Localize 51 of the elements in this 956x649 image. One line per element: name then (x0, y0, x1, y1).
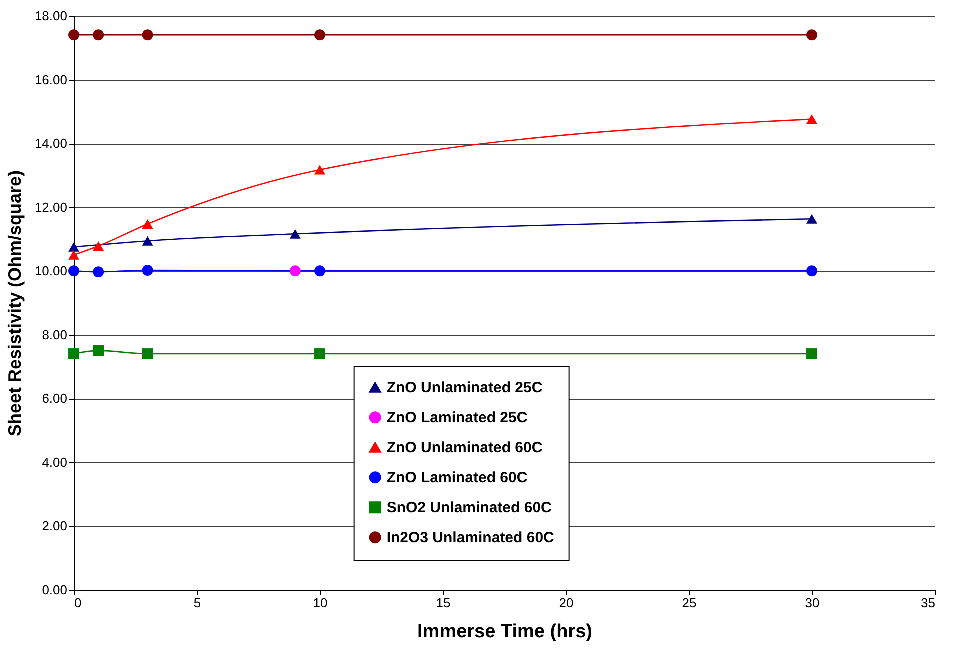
point (93, 345, 104, 356)
y-axis-title: Sheet Resistivity (Ohm/square) (4, 170, 25, 437)
x-tick-label: 5 (194, 596, 202, 610)
point (290, 229, 301, 239)
point (806, 114, 818, 124)
legend-label: ZnO Unlaminated 25C (386, 380, 543, 397)
point (68, 250, 80, 260)
y-tick-label: 12.00 (34, 200, 68, 215)
point (68, 30, 80, 41)
point (68, 348, 80, 360)
point (290, 266, 301, 277)
point (314, 30, 326, 41)
point (142, 348, 154, 360)
y-tick-label: 6.00 (42, 391, 68, 406)
legend-label: SnO2 Unlaminated 60C (386, 500, 552, 517)
point (93, 30, 104, 41)
point (142, 265, 154, 276)
point (806, 348, 818, 360)
legend-label: ZnO Laminated 25C (386, 410, 528, 427)
x-tick-label: 20 (559, 596, 574, 610)
y-tick-label: 8.00 (42, 327, 68, 342)
x-tick-label: 10 (313, 596, 328, 610)
y-tick-label: 18.00 (34, 8, 68, 24)
point (314, 165, 326, 175)
y-tick-label: 0.00 (42, 582, 68, 598)
y-tick-label: 14.00 (34, 136, 68, 152)
point (806, 30, 818, 41)
point (68, 242, 80, 252)
point (93, 266, 104, 278)
legend-label: In2O3 Unlaminated 60C (386, 530, 555, 547)
x-axis-title: Immerse Time (hrs) (418, 622, 592, 642)
point (314, 348, 326, 360)
point (142, 236, 154, 246)
y-tick-label: 4.00 (42, 454, 68, 470)
x-tick-label: 35 (921, 596, 936, 610)
legend-label: ZnO Unlaminated 60C (386, 440, 543, 457)
point (68, 266, 80, 277)
legend-label: ZnO Laminated 60C (386, 470, 528, 487)
point (93, 241, 104, 251)
y-tick-label: 10.00 (34, 264, 68, 279)
point (142, 219, 154, 229)
point (142, 30, 154, 41)
x-tick-label: 25 (682, 596, 697, 610)
x-tick-label: 0 (74, 596, 82, 610)
y-tick-label: 16.00 (34, 72, 68, 88)
point (806, 214, 818, 224)
x-tick-label: 15 (436, 596, 451, 610)
x-tick-label: 30 (805, 596, 820, 610)
point (314, 266, 326, 277)
y-tick-label: 2.00 (42, 518, 68, 534)
point (806, 266, 818, 277)
